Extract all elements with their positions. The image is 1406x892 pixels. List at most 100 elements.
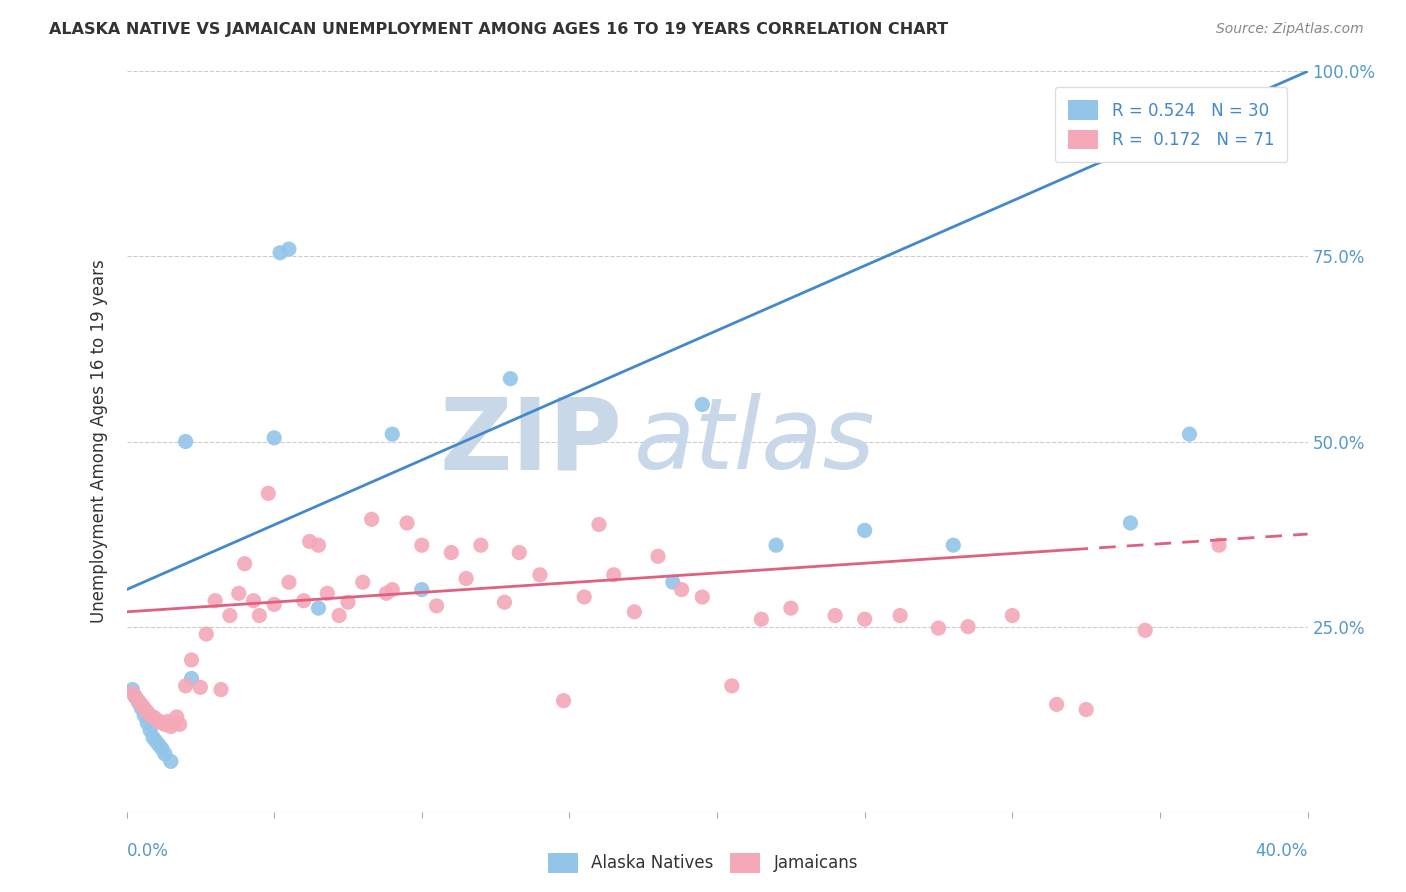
Point: [588, 517, 610, 532]
Point: [129, 701, 153, 715]
Point: [163, 715, 186, 730]
Point: [588, 427, 610, 442]
Point: [166, 710, 188, 724]
Point: [142, 731, 165, 745]
Point: [136, 715, 159, 730]
Text: ZIP: ZIP: [440, 393, 623, 490]
Point: [139, 708, 162, 723]
Point: [928, 621, 950, 635]
Point: [174, 434, 197, 449]
Point: [121, 682, 143, 697]
Point: [129, 698, 153, 712]
Point: [456, 572, 478, 586]
Point: [692, 590, 714, 604]
Point: [494, 595, 516, 609]
Point: [219, 608, 242, 623]
Point: [1135, 624, 1157, 638]
Text: 0.0%: 0.0%: [127, 842, 169, 860]
Point: [269, 245, 291, 260]
Point: [278, 575, 301, 590]
Point: [160, 720, 183, 734]
Point: [671, 582, 693, 597]
Point: [180, 672, 202, 686]
Point: [889, 608, 911, 623]
Point: [195, 627, 218, 641]
Point: [180, 653, 202, 667]
Point: [263, 598, 285, 612]
Point: [470, 538, 492, 552]
Point: [156, 714, 179, 729]
Point: [1178, 427, 1201, 442]
Point: [396, 516, 419, 530]
Legend: R = 0.524   N = 30, R =  0.172   N = 71: R = 0.524 N = 30, R = 0.172 N = 71: [1054, 87, 1288, 162]
Point: [529, 567, 551, 582]
Point: [124, 690, 146, 704]
Point: [153, 717, 176, 731]
Point: [150, 741, 173, 756]
Point: [124, 690, 146, 704]
Point: [411, 582, 433, 597]
Legend: Alaska Natives, Jamaicans: Alaska Natives, Jamaicans: [541, 847, 865, 880]
Point: [127, 695, 149, 709]
Point: [169, 717, 191, 731]
Point: [1119, 516, 1142, 530]
Point: [292, 593, 315, 607]
Text: Source: ZipAtlas.com: Source: ZipAtlas.com: [1216, 22, 1364, 37]
Point: [662, 575, 685, 590]
Point: [121, 686, 143, 700]
Point: [145, 734, 167, 748]
Point: [553, 694, 575, 708]
Point: [174, 679, 197, 693]
Point: [942, 538, 965, 552]
Point: [263, 431, 285, 445]
Point: [765, 538, 787, 552]
Point: [134, 701, 156, 715]
Point: [1076, 702, 1098, 716]
Point: [411, 538, 433, 552]
Point: [139, 723, 162, 738]
Point: [142, 710, 165, 724]
Point: [853, 524, 876, 538]
Point: [499, 371, 522, 385]
Point: [328, 608, 350, 623]
Point: [623, 605, 645, 619]
Point: [242, 593, 264, 607]
Point: [160, 755, 183, 769]
Point: [298, 534, 321, 549]
Point: [257, 486, 280, 500]
Point: [956, 619, 979, 633]
Point: [381, 427, 404, 442]
Point: [381, 582, 404, 597]
Point: [375, 586, 398, 600]
Point: [720, 679, 742, 693]
Point: [204, 593, 226, 607]
Point: [134, 708, 156, 723]
Point: [780, 601, 803, 615]
Point: [352, 575, 374, 590]
Y-axis label: Unemployment Among Ages 16 to 19 years: Unemployment Among Ages 16 to 19 years: [90, 260, 108, 624]
Text: ALASKA NATIVE VS JAMAICAN UNEMPLOYMENT AMONG AGES 16 TO 19 YEARS CORRELATION CHA: ALASKA NATIVE VS JAMAICAN UNEMPLOYMENT A…: [49, 22, 948, 37]
Point: [136, 705, 159, 719]
Point: [316, 586, 339, 600]
Point: [751, 612, 773, 626]
Point: [153, 747, 176, 761]
Point: [647, 549, 669, 564]
Point: [1208, 538, 1230, 552]
Point: [574, 590, 596, 604]
Point: [233, 557, 256, 571]
Point: [337, 595, 360, 609]
Point: [127, 694, 149, 708]
Point: [824, 608, 846, 623]
Text: atlas: atlas: [634, 393, 876, 490]
Point: [425, 599, 447, 613]
Point: [692, 398, 714, 412]
Point: [508, 546, 530, 560]
Point: [278, 242, 301, 256]
Point: [145, 712, 167, 726]
Point: [1001, 608, 1024, 623]
Point: [148, 738, 170, 752]
Text: 40.0%: 40.0%: [1256, 842, 1308, 860]
Point: [1046, 698, 1069, 712]
Point: [249, 608, 271, 623]
Point: [188, 681, 212, 695]
